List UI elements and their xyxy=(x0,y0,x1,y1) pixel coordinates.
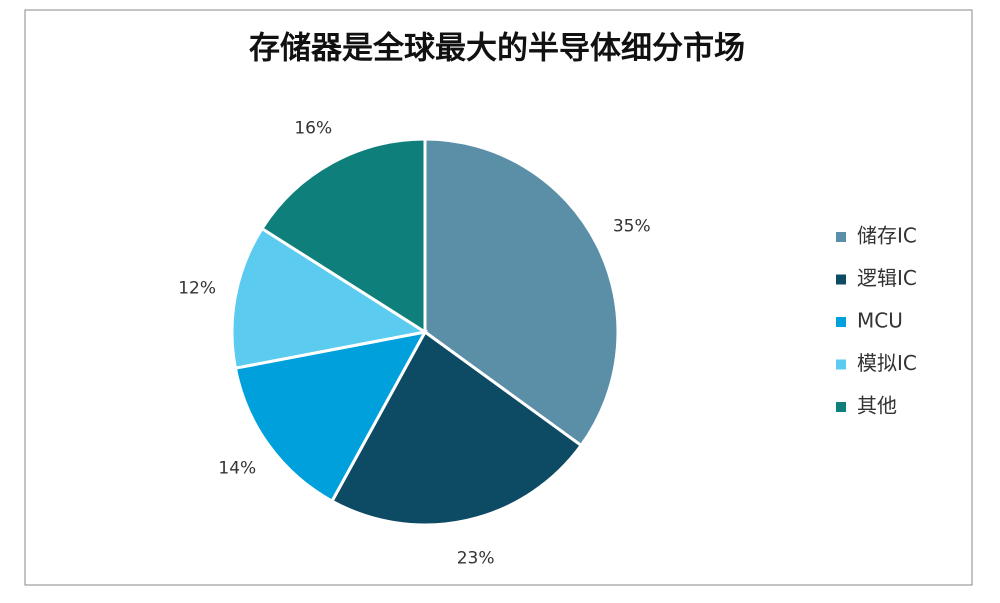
data-label: 23% xyxy=(457,548,495,568)
legend-swatch xyxy=(836,359,846,370)
legend-label: 储存IC xyxy=(857,224,917,248)
legend-swatch xyxy=(836,232,846,242)
pie-slice xyxy=(233,329,428,504)
pie-slice xyxy=(230,226,430,370)
data-label: 35% xyxy=(613,217,651,237)
legend-label: 其他 xyxy=(857,394,897,418)
data-label: 16% xyxy=(294,119,332,139)
data-label: 12% xyxy=(178,279,216,299)
legend-swatch xyxy=(836,274,846,285)
legend-label: 逻辑IC xyxy=(857,266,917,290)
pie-slice xyxy=(423,137,620,448)
legend-swatch xyxy=(836,402,846,412)
legend-label: MCU xyxy=(857,309,903,333)
pie-slice xyxy=(329,329,584,527)
chart-title: 存储器是全球最大的半导体细分市场 xyxy=(249,31,745,67)
legend-swatch xyxy=(836,317,846,327)
data-label: 14% xyxy=(218,458,256,478)
pie-slice xyxy=(259,137,427,335)
legend-label: 模拟IC xyxy=(857,351,917,375)
